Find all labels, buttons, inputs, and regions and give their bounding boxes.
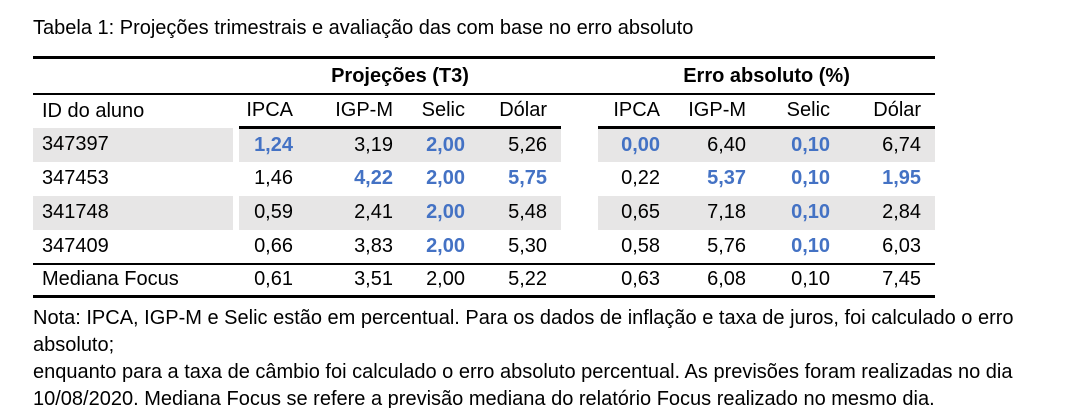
column-header-erro-selic: Selic (760, 94, 845, 129)
table-cell: 1,46 (254, 167, 293, 189)
table-cell: 0,10 (760, 195, 845, 230)
table-cell: 2,84 (844, 195, 936, 230)
note-line: Nota: IPCA, IGP-M e Selic estão em perce… (33, 306, 1014, 356)
column-gap (233, 262, 239, 298)
table-cell: 5,30 (508, 234, 548, 257)
table-cell: 3,51 (307, 262, 407, 298)
column-header-row: ID do aluno IPCA IGP-M Selic Dólar IPCA … (33, 94, 936, 129)
table-row: 341748 0,59 2,41 2,00 5,48 0,65 7,18 0,1… (33, 195, 936, 230)
table-cell: 0,10 (791, 167, 831, 189)
table-cell: 3,19 (307, 127, 407, 162)
table-cell: 6,03 (882, 234, 922, 257)
table-cell: 2,00 (426, 234, 465, 257)
table-cell: 2,41 (307, 195, 407, 230)
column-gap (561, 196, 598, 230)
column-gap (561, 94, 598, 128)
column-header-proj-dolar: Dólar (479, 94, 562, 129)
student-id-cell: 347409 (42, 234, 109, 257)
column-header-erro-ipca: IPCA (598, 94, 675, 129)
table-cell: 0,10 (760, 262, 845, 298)
table-cell: 1,95 (882, 167, 922, 189)
student-id-cell: 347397 (33, 127, 233, 162)
column-gap (561, 128, 598, 162)
table-cell: 2,00 (407, 127, 479, 162)
table-cell: 5,37 (707, 167, 747, 189)
table-cell: 6,40 (674, 127, 761, 162)
table-cell: 0,58 (621, 234, 661, 257)
table-cell: 2,00 (407, 262, 479, 298)
table-cell: 0,59 (239, 195, 307, 230)
table-cell: 0,65 (598, 195, 675, 230)
table-row: 347397 1,24 3,19 2,00 5,26 0,00 6,40 0,1… (33, 127, 936, 162)
mediana-focus-label: Mediana Focus (33, 262, 233, 298)
note-line: 10/08/2020. Mediana Focus se refere a pr… (33, 387, 935, 408)
group-header-projecoes: Projeções (T3) (239, 57, 562, 95)
table-cell: 5,22 (479, 262, 562, 298)
table-cell: 2,00 (426, 167, 465, 189)
student-id-cell: 341748 (33, 195, 233, 230)
table-cell: 4,22 (354, 167, 393, 189)
column-gap (233, 57, 239, 95)
table-caption: Tabela 1: Projeções trimestrais e avalia… (33, 17, 694, 39)
table-cell: 0,61 (239, 262, 307, 298)
mediana-focus-row: Mediana Focus 0,61 3,51 2,00 5,22 0,63 6… (33, 262, 936, 298)
table-cell: 6,08 (674, 262, 761, 298)
table-cell: 0,00 (598, 127, 675, 162)
table-cell: 3,83 (354, 234, 393, 257)
table-cell: 7,45 (844, 262, 936, 298)
group-header-empty-cell (33, 57, 233, 95)
table-cell: 5,76 (707, 234, 747, 257)
student-id-cell: 347453 (42, 167, 109, 189)
column-gap (561, 262, 599, 298)
column-header-proj-ipca: IPCA (239, 94, 307, 129)
table-cell: 1,24 (239, 127, 307, 162)
id-column-header: ID do aluno (42, 99, 145, 122)
column-header-erro-igpm: IGP-M (674, 94, 761, 129)
table-row: 347453 1,46 4,22 2,00 5,75 0,22 5,37 0,1… (33, 162, 935, 196)
table-cell: 0,63 (598, 262, 675, 298)
column-gap (561, 57, 599, 95)
table-note: Nota: IPCA, IGP-M e Selic estão em perce… (33, 305, 1072, 408)
table-cell: 2,00 (407, 195, 479, 230)
column-header-proj-igpm: IGP-M (307, 94, 407, 129)
table-cell: 6,74 (844, 127, 936, 162)
column-header-erro-dolar: Dólar (844, 94, 936, 129)
table-cell: 7,18 (674, 195, 761, 230)
group-header-row: Projeções (T3) Erro absoluto (%) (33, 57, 936, 95)
column-gap (561, 162, 598, 196)
note-line: enquanto para a taxa de câmbio foi calcu… (33, 360, 1013, 383)
group-header-erro-absoluto: Erro absoluto (%) (598, 57, 936, 95)
table-cell: 5,75 (508, 167, 548, 189)
column-gap (561, 230, 598, 264)
table-cell: 0,66 (254, 234, 293, 257)
projections-table: Projeções (T3) Erro absoluto (%) ID do a… (33, 56, 936, 298)
table-cell: 0,10 (791, 234, 831, 257)
table-cell: 5,26 (479, 127, 562, 162)
table-row: 347409 0,66 3,83 2,00 5,30 0,58 5,76 0,1… (33, 230, 935, 264)
table-cell: 0,10 (760, 127, 845, 162)
column-header-proj-selic: Selic (407, 94, 479, 129)
table-cell: 5,48 (479, 195, 562, 230)
table-cell: 0,22 (621, 167, 661, 189)
